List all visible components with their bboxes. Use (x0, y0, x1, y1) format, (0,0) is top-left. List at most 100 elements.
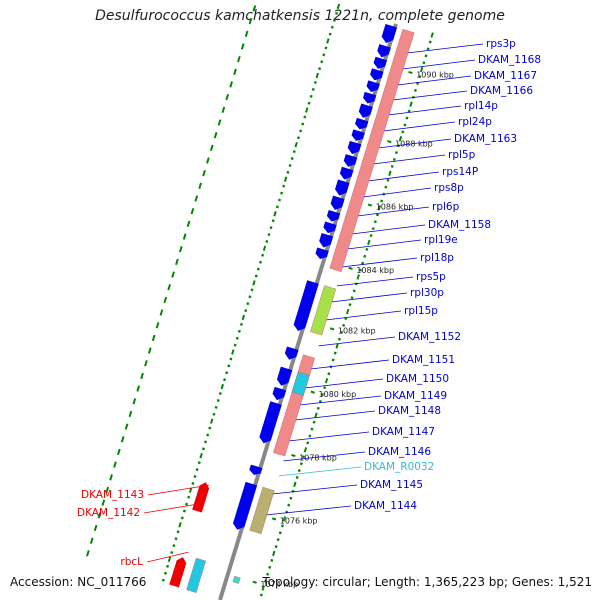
gene-label: rpl19e (424, 234, 458, 246)
ring-dot (282, 184, 286, 188)
ring-dot (248, 295, 252, 299)
outer-dashed-ring (86, 5, 257, 557)
label-leader (342, 257, 418, 268)
ring-dot (316, 406, 320, 410)
ring-dash (128, 410, 133, 418)
ring-dot (272, 550, 276, 557)
gene-label: DKAM_1150 (386, 373, 449, 385)
ring-dash (86, 550, 90, 557)
ring-dot (250, 288, 254, 292)
cds-arrow (272, 386, 287, 401)
label-leader (266, 505, 352, 516)
ring-dot (233, 343, 237, 347)
label-leader (348, 239, 422, 250)
label-leader (278, 466, 362, 477)
ring-dash (144, 360, 148, 367)
ring-dot (327, 372, 331, 376)
label-leader (408, 43, 484, 54)
gene-label: DKAM_1142 (77, 507, 140, 519)
ring-dot (278, 531, 282, 535)
ring-dot (182, 509, 186, 513)
ring-dot (331, 358, 335, 362)
ring-dot (237, 329, 241, 333)
ring-dot (239, 322, 243, 326)
label-leader (300, 395, 382, 406)
ring-dot (326, 38, 330, 44)
tick-mark (348, 266, 353, 270)
ring-dash (105, 486, 110, 494)
ring-dot (311, 87, 315, 91)
ring-dot (310, 427, 314, 431)
ring-dash (225, 93, 230, 101)
ring-dot (286, 170, 290, 174)
gene-label: rps14P (442, 166, 478, 178)
ring-dot (267, 233, 271, 237)
red-gene-arrow (169, 557, 187, 588)
ring-dot (302, 455, 306, 459)
ring-dash (120, 436, 125, 443)
ring-dash (252, 5, 257, 12)
cds-arrow (351, 129, 365, 141)
cds-arrow (366, 80, 380, 92)
ring-dot (377, 205, 382, 211)
ring-dot (201, 447, 205, 451)
gene-label: DKAM_1149 (384, 390, 447, 402)
ring-dot (403, 123, 407, 127)
gene-label: DKAM_1148 (378, 405, 441, 417)
tick-label: 1082 kbp (338, 327, 376, 336)
ring-dot (419, 66, 424, 73)
ring-dot (337, 337, 341, 341)
ring-dot (296, 136, 300, 140)
label-leader (326, 310, 402, 321)
cds-arrow (370, 68, 384, 81)
ring-dot (268, 565, 272, 569)
ring-dot (188, 487, 193, 493)
cds-arrow (335, 179, 350, 196)
ring-dot (294, 141, 298, 148)
ring-dot (277, 198, 281, 202)
label-leader (352, 224, 426, 235)
gene-label: rpl15p (404, 305, 438, 317)
ring-dot (422, 61, 426, 65)
ring-dot (430, 32, 434, 38)
gene-label: DKAM_1146 (368, 446, 431, 458)
ring-dot (180, 516, 184, 520)
trna-feature (232, 575, 241, 584)
ring-dot (324, 46, 328, 50)
ring-dot (229, 357, 233, 361)
map-title: Desulfurococcus kamchatkensis 1221n, com… (95, 8, 505, 24)
ring-dot (308, 434, 312, 438)
ring-dot (261, 253, 265, 257)
ring-dot (373, 220, 377, 224)
ring-dot (258, 260, 262, 264)
ring-dot (394, 151, 398, 155)
ring-dot (241, 314, 246, 321)
ring-dot (306, 441, 310, 445)
tick-label: 1086 kbp (376, 203, 414, 212)
tick-mark (310, 390, 315, 394)
ring-dot (206, 433, 210, 437)
gene-label: DKAM_1143 (81, 489, 144, 501)
cyan-feature (291, 371, 310, 396)
ring-dot (405, 116, 409, 120)
ring-dash (190, 208, 195, 215)
genome-summary-text: Topology: circular; Length: 1,365,223 bp… (262, 575, 592, 589)
ring-dash (101, 499, 106, 506)
ring-dot (342, 323, 346, 327)
ring-dot (295, 475, 299, 479)
label-leader (398, 75, 472, 86)
ring-dot (335, 11, 339, 15)
feature-track (169, 23, 415, 593)
gene-label: rbcL (120, 556, 143, 568)
label-leader (283, 451, 366, 462)
gene-label: DKAM_1168 (478, 54, 541, 66)
ring-dot (407, 109, 411, 113)
gene-label: rpl18p (420, 252, 454, 264)
lime-feature (310, 285, 337, 336)
gene-label: DKAM_1163 (454, 133, 517, 145)
ring-dot (271, 219, 275, 223)
cds-arrow (319, 233, 334, 248)
ring-dot (361, 261, 365, 265)
ring-dot (297, 469, 301, 473)
ring-dot (199, 453, 203, 459)
